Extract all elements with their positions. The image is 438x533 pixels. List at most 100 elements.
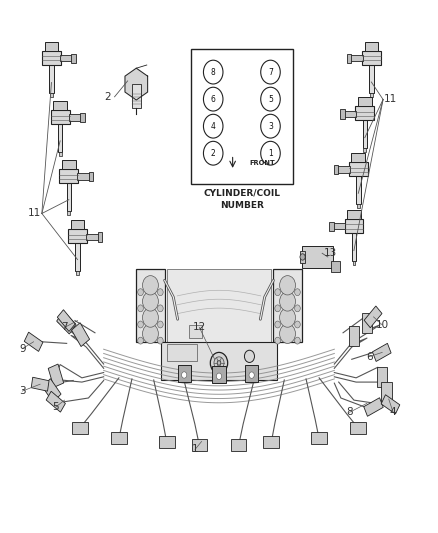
- Bar: [349, 162, 367, 176]
- Text: 3: 3: [19, 386, 25, 396]
- Bar: [167, 269, 271, 342]
- Circle shape: [279, 292, 296, 311]
- Bar: [69, 115, 81, 121]
- Bar: [71, 221, 85, 229]
- Text: 8: 8: [211, 68, 215, 77]
- Bar: [331, 261, 340, 272]
- Text: 3: 3: [268, 122, 273, 131]
- Bar: [80, 113, 85, 122]
- Bar: [161, 342, 277, 381]
- Bar: [311, 432, 327, 444]
- Circle shape: [279, 324, 296, 343]
- Bar: [300, 251, 305, 263]
- Bar: [352, 233, 356, 261]
- Bar: [60, 169, 78, 183]
- Bar: [76, 271, 79, 275]
- Bar: [72, 422, 88, 433]
- Bar: [263, 436, 279, 448]
- Circle shape: [261, 114, 280, 138]
- Circle shape: [275, 321, 280, 328]
- Bar: [24, 332, 43, 351]
- Bar: [67, 211, 70, 215]
- Bar: [53, 101, 67, 110]
- Bar: [351, 153, 365, 162]
- Circle shape: [217, 361, 221, 365]
- Circle shape: [203, 87, 223, 111]
- Bar: [370, 93, 373, 96]
- Text: 8: 8: [346, 407, 353, 417]
- Circle shape: [261, 141, 280, 165]
- Text: CYLINDER/COIL: CYLINDER/COIL: [203, 189, 280, 198]
- Bar: [344, 111, 357, 117]
- Bar: [364, 42, 378, 51]
- Bar: [362, 51, 381, 64]
- Bar: [42, 378, 61, 402]
- Circle shape: [142, 276, 159, 295]
- Bar: [381, 382, 392, 402]
- Text: 6: 6: [211, 95, 215, 103]
- Bar: [59, 152, 61, 156]
- Text: 10: 10: [376, 320, 389, 330]
- Bar: [349, 326, 359, 346]
- Bar: [191, 49, 293, 184]
- Circle shape: [138, 289, 143, 296]
- Text: 2: 2: [211, 149, 215, 158]
- Bar: [369, 64, 374, 93]
- Bar: [86, 233, 99, 240]
- Bar: [353, 261, 355, 264]
- Bar: [333, 223, 346, 230]
- Bar: [49, 64, 54, 93]
- Text: 4: 4: [211, 122, 215, 131]
- Circle shape: [182, 372, 187, 378]
- Circle shape: [203, 141, 223, 165]
- Circle shape: [142, 292, 159, 311]
- Circle shape: [261, 60, 280, 84]
- Text: 12: 12: [193, 322, 206, 333]
- Bar: [62, 160, 76, 169]
- Bar: [57, 310, 75, 332]
- Bar: [136, 269, 165, 342]
- Bar: [245, 365, 258, 382]
- Bar: [345, 219, 363, 233]
- Polygon shape: [125, 68, 148, 100]
- Bar: [60, 55, 72, 61]
- Text: 1: 1: [268, 149, 273, 158]
- Circle shape: [275, 289, 280, 296]
- Bar: [58, 124, 63, 152]
- Circle shape: [142, 324, 159, 343]
- Text: 4: 4: [390, 407, 396, 417]
- Bar: [67, 183, 71, 211]
- Text: 5: 5: [268, 95, 273, 103]
- Circle shape: [295, 289, 300, 296]
- Bar: [111, 432, 127, 444]
- Bar: [337, 166, 350, 173]
- Bar: [347, 210, 361, 219]
- Bar: [51, 110, 70, 124]
- Bar: [377, 367, 388, 387]
- Circle shape: [142, 308, 159, 327]
- Bar: [68, 229, 87, 244]
- Circle shape: [158, 321, 163, 328]
- Bar: [57, 311, 76, 334]
- Circle shape: [279, 276, 296, 295]
- Bar: [364, 398, 383, 416]
- Text: 7: 7: [268, 68, 273, 77]
- Bar: [48, 364, 64, 387]
- Text: 11: 11: [28, 208, 41, 219]
- Bar: [329, 222, 334, 231]
- Bar: [178, 365, 191, 382]
- Circle shape: [295, 321, 300, 328]
- Bar: [358, 98, 371, 107]
- Bar: [273, 269, 302, 342]
- Bar: [356, 176, 360, 204]
- Bar: [71, 54, 76, 63]
- Circle shape: [158, 337, 163, 344]
- Bar: [372, 343, 391, 361]
- Bar: [45, 42, 58, 51]
- Circle shape: [203, 60, 223, 84]
- Bar: [75, 244, 80, 271]
- Bar: [50, 93, 53, 96]
- Text: NUMBER: NUMBER: [220, 201, 264, 211]
- Bar: [71, 323, 90, 346]
- Text: 13: 13: [323, 248, 337, 259]
